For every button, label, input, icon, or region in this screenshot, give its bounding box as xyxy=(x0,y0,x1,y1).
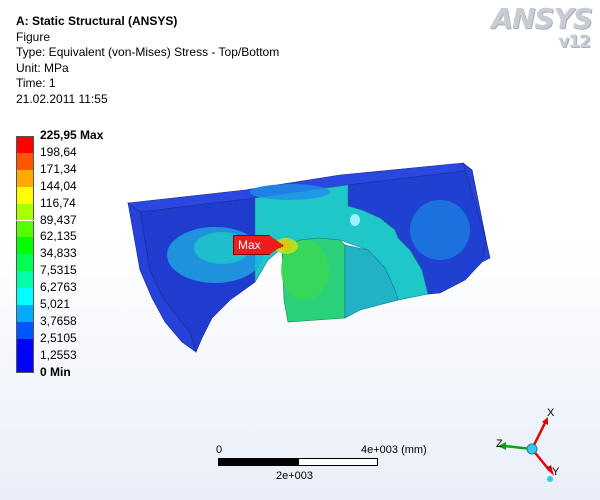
legend-swatch xyxy=(16,186,34,204)
legend-label: 2,5105 xyxy=(40,330,77,345)
legend-swatch xyxy=(16,271,34,289)
legend-swatch xyxy=(16,355,34,373)
max-probe-label[interactable]: Max xyxy=(233,235,283,255)
triad-iso-ball[interactable] xyxy=(547,476,553,482)
scale-segment-white xyxy=(298,458,378,466)
legend-label: 225,95 Max xyxy=(40,128,104,142)
legend-label: 5,021 xyxy=(40,297,71,311)
scale-ruler: 0 4e+003 (mm) 2e+003 xyxy=(216,444,456,484)
triad-x-label: X xyxy=(547,407,555,419)
triad-x-arrow xyxy=(542,417,548,425)
info-line-date: 21.02.2011 11:55 xyxy=(16,91,108,106)
legend-swatch xyxy=(16,203,34,221)
triad-origin xyxy=(526,443,538,455)
legend-swatch xyxy=(16,288,34,305)
scale-zero-label: 0 xyxy=(216,444,223,456)
legend-swatch xyxy=(16,152,34,170)
legend-label: 62,135 xyxy=(40,229,77,244)
stress-hotspot-core xyxy=(280,241,290,249)
legend-label: 89,437 xyxy=(40,212,77,227)
stress-patch-top xyxy=(250,184,330,200)
legend-label: 34,833 xyxy=(40,246,77,261)
triad-y-arrow xyxy=(546,465,554,476)
analysis-title: A: Static Structural (ANSYS) xyxy=(16,14,178,28)
legend-label: 6,2763 xyxy=(40,280,77,295)
model-center-block-side xyxy=(344,244,399,319)
stress-patch-center-green xyxy=(281,240,329,300)
info-line-time: Time: 1 xyxy=(16,76,56,90)
result-info-block: A: Static Structural (ANSYS) Figure Type… xyxy=(16,14,279,107)
triad-y-label: Y xyxy=(552,466,560,478)
triad-z-label: Z xyxy=(496,438,503,450)
legend-label: 171,34 xyxy=(40,161,77,176)
legend-label: 144,04 xyxy=(40,178,77,193)
triad-axes-icon xyxy=(498,417,554,482)
coordinate-triad[interactable]: X Y Z xyxy=(490,405,580,485)
scale-mid-label: 2e+003 xyxy=(276,470,314,482)
legend-label: 1,2553 xyxy=(40,347,77,362)
legend-swatch xyxy=(16,237,34,255)
info-line-object: Figure xyxy=(16,29,51,44)
legend-swatch xyxy=(16,321,34,339)
legend-swatch xyxy=(16,254,34,272)
legend-swatch xyxy=(16,136,34,153)
triad-z-arrow xyxy=(498,442,506,450)
ansys-logo: ANSYS v12 xyxy=(491,2,593,52)
legend-label: 3,7658 xyxy=(40,313,77,328)
legend-label: 7,5315 xyxy=(40,263,77,278)
stress-patch-hole xyxy=(350,214,360,226)
legend-swatch xyxy=(16,338,34,356)
model-right-side-face xyxy=(462,162,491,263)
logo-version: v12 xyxy=(558,32,591,52)
info-line-type: Type: Equivalent (von-Mises) Stress - To… xyxy=(16,45,280,59)
legend-swatch xyxy=(16,220,34,238)
scale-end-label: 4e+003 (mm) xyxy=(361,444,427,456)
scale-segment-black xyxy=(218,458,298,466)
legend-label: 0 Min xyxy=(40,364,71,379)
legend-swatch xyxy=(16,169,34,187)
stress-patch-right xyxy=(410,200,470,260)
legend-label: 116,74 xyxy=(40,195,76,210)
model-left-side-face xyxy=(127,202,197,353)
logo-brand: ANSYS xyxy=(491,2,593,35)
legend-label: 198,64 xyxy=(40,144,77,159)
info-line-unit: Unit: MPa xyxy=(16,60,69,75)
legend-swatch xyxy=(16,305,34,322)
